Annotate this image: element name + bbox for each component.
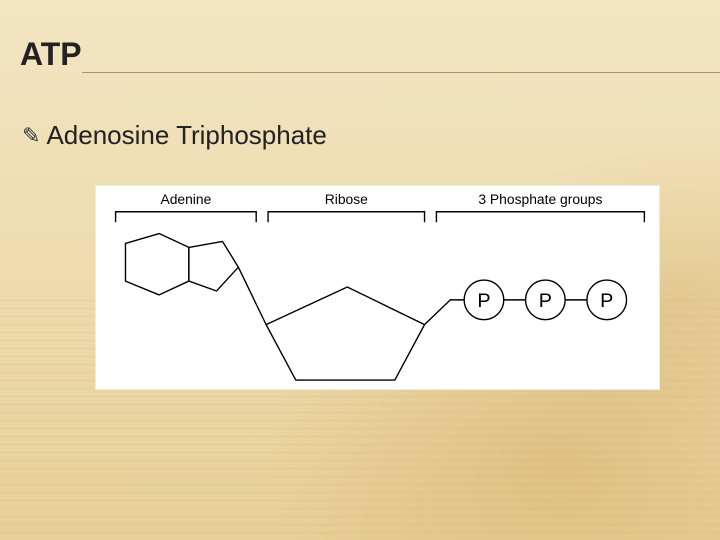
molecule-drawing: PPP: [125, 234, 626, 381]
bullet-text: Adenosine Triphosphate: [46, 120, 326, 151]
title-underline: [82, 72, 720, 73]
atp-diagram-svg: Adenine Ribose 3 Phosphate groups P P P: [96, 186, 659, 389]
bullet-icon: ✎: [22, 125, 40, 147]
svg-text:P: P: [539, 290, 552, 312]
svg-text:Ribose: Ribose: [325, 191, 368, 207]
svg-text:Adenine: Adenine: [160, 191, 211, 207]
svg-text:P: P: [477, 290, 490, 312]
segment-brackets: Adenine Ribose 3 Phosphate groups: [116, 191, 645, 222]
title-row: ATP: [20, 36, 720, 79]
svg-text:P: P: [600, 290, 613, 312]
svg-text:3 Phosphate groups: 3 Phosphate groups: [478, 191, 602, 207]
slide: ATP ✎ Adenosine Triphosphate Adenine Ribo…: [0, 0, 720, 540]
slide-title: ATP: [20, 36, 82, 79]
atp-diagram: Adenine Ribose 3 Phosphate groups P P P: [95, 185, 660, 390]
bullet-line: ✎ Adenosine Triphosphate: [22, 120, 327, 151]
